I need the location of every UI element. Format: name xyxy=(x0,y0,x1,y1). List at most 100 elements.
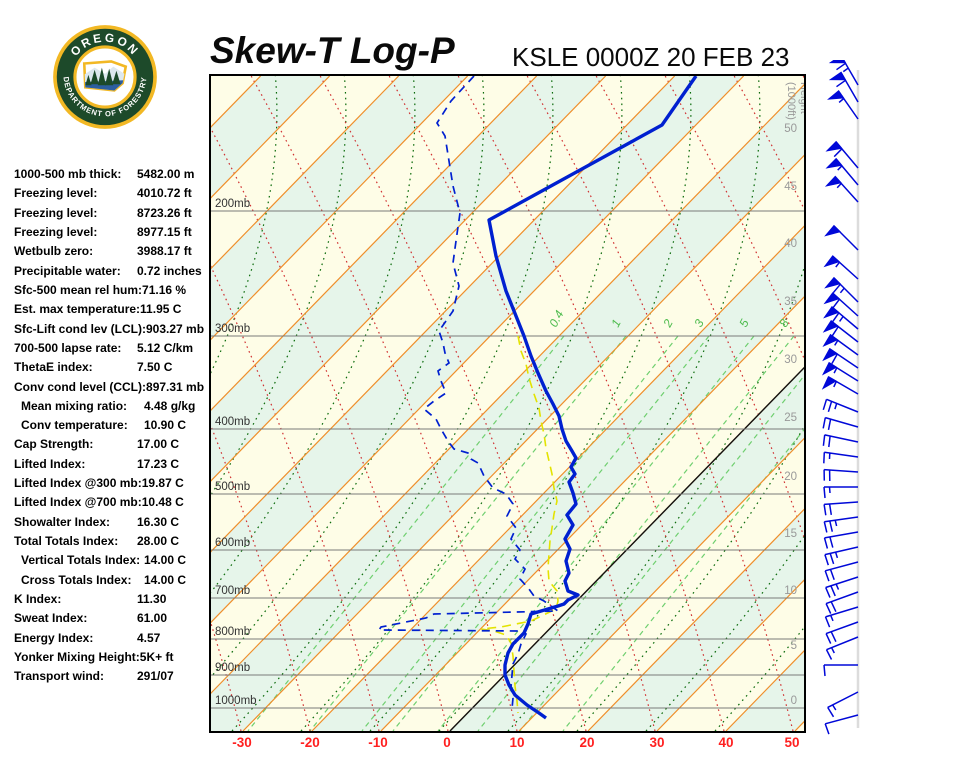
pressure-label: 800mb xyxy=(215,626,250,638)
wind-barb xyxy=(823,664,858,677)
isotherm-line xyxy=(211,76,676,553)
wind-barb xyxy=(825,621,859,644)
dry-adiabat xyxy=(211,424,311,731)
height-axis-title-units: (1000ft) xyxy=(785,82,797,120)
index-row: Lifted Index @700 mb:10.48 C xyxy=(14,495,184,509)
index-label: Mean mixing ratio: xyxy=(21,398,128,413)
index-label: K Index: xyxy=(14,592,62,607)
wetbulb-trace xyxy=(480,335,559,714)
index-value: 3988.17 ft xyxy=(137,244,192,259)
wind-barb xyxy=(823,292,859,317)
isotherm-line xyxy=(211,76,469,341)
index-label: Freezing level: xyxy=(14,224,98,239)
moist-adiabat xyxy=(211,76,485,678)
isotherm-line xyxy=(311,225,804,731)
index-value: 903.27 mb xyxy=(146,321,205,336)
wind-barb xyxy=(824,606,859,628)
dry-adiabat xyxy=(319,76,587,731)
mixing-ratio-line xyxy=(519,375,804,731)
index-label: Vertical Totals Index: xyxy=(21,553,141,568)
wind-barb xyxy=(824,175,859,203)
dewpoint-trace xyxy=(377,76,561,710)
dry-adiabat xyxy=(388,76,656,731)
index-label: Conv temperature: xyxy=(21,418,128,433)
index-row: Cap Strength: 17.00 C xyxy=(14,437,179,451)
pressure-label: 1000mb xyxy=(215,695,257,707)
isotherm-line xyxy=(380,296,804,731)
index-label: Yonker Mixing Height: xyxy=(14,650,140,664)
index-row: Transport wind: 291/07 xyxy=(14,669,174,683)
isotherm-band xyxy=(211,84,804,731)
temp-tick-label: -10 xyxy=(368,735,388,750)
height-label: 15 xyxy=(784,528,797,540)
moist-adiabat xyxy=(300,76,623,731)
wind-barb xyxy=(824,714,859,735)
wind-barb xyxy=(823,468,859,482)
index-label: Precipitable water: xyxy=(14,263,121,278)
index-value: 4.48 g/kg xyxy=(144,398,196,413)
index-label: Est. max temperature: xyxy=(14,302,141,317)
isotherm-line xyxy=(518,437,804,731)
index-label: Conv cond level (CCL): xyxy=(14,379,147,394)
isotherm-band xyxy=(211,76,804,694)
pressure-label: 600mb xyxy=(215,537,250,549)
wind-barb xyxy=(822,319,859,343)
moist-adiabat xyxy=(231,76,554,731)
index-row: Est. max temperature:11.95 C xyxy=(14,302,181,316)
mixing-ratio-line xyxy=(247,335,565,731)
index-value: 10.48 C xyxy=(141,495,184,510)
index-value: 291/07 xyxy=(137,669,174,684)
height-axis-title: Height xyxy=(798,82,804,114)
height-label: 35 xyxy=(784,296,797,308)
moist-adiabat xyxy=(211,76,278,374)
temperature-trace xyxy=(487,76,698,720)
pressure-label: 400mb xyxy=(215,416,250,428)
index-label: Sfc-Lift cond lev (LCL): xyxy=(14,321,146,336)
index-value: 71.16 % xyxy=(142,282,187,297)
wind-barb xyxy=(823,531,859,549)
wind-barb xyxy=(825,157,859,186)
index-value: 17.23 C xyxy=(137,456,180,471)
index-label: Energy Index: xyxy=(14,630,94,645)
index-label: Freezing level: xyxy=(14,205,98,220)
index-label: Total Totals Index: xyxy=(14,534,119,549)
index-value: 897.31 mb xyxy=(146,379,205,394)
index-value: 8723.26 ft xyxy=(137,205,192,220)
wind-barb-column xyxy=(821,60,860,735)
mixing-ratio-line xyxy=(477,335,795,731)
mixing-ratio-line xyxy=(562,428,804,731)
wind-barb xyxy=(822,434,859,448)
index-value: 4.57 xyxy=(137,630,161,645)
wind-barb xyxy=(824,224,859,251)
zero-isotherm-line xyxy=(449,366,804,731)
station-id-datetime: KSLE 0000Z 20 FEB 23 xyxy=(512,42,790,72)
index-row: Vertical Totals Index: 14.00 C xyxy=(14,553,186,567)
index-value: 16.30 C xyxy=(137,514,180,529)
index-row: ThetaE index: 7.50 C xyxy=(14,360,172,374)
index-label: Lifted Index @300 mb: xyxy=(14,476,142,491)
index-label: Transport wind: xyxy=(14,669,104,684)
index-row: Mean mixing ratio: 4.48 g/kg xyxy=(14,399,195,413)
pressure-label: 900mb xyxy=(215,662,250,674)
index-row: 1000-500 mb thick: 5482.00 m xyxy=(14,167,194,181)
dry-adiabat xyxy=(211,127,449,731)
pressure-label: 200mb xyxy=(215,198,250,210)
index-row: Freezing level: 8977.15 ft xyxy=(14,225,192,239)
height-label: 10 xyxy=(784,585,797,597)
index-row: Sfc-500 mean rel hum:71.16 % xyxy=(14,283,186,297)
index-row: Total Totals Index: 28.00 C xyxy=(14,534,179,548)
moist-adiabat xyxy=(369,76,692,731)
wind-barb xyxy=(823,486,858,499)
index-value: 19.87 C xyxy=(141,476,184,491)
index-label: ThetaE index: xyxy=(14,360,93,375)
index-value: 5482.00 m xyxy=(137,167,195,181)
height-label: 40 xyxy=(784,238,797,250)
odf-logo: OREGON DEPARTMENT OF FORESTRY xyxy=(53,25,157,129)
temp-tick-label: 20 xyxy=(579,735,595,750)
temp-tick-label: 10 xyxy=(509,735,525,750)
index-value: 11.30 xyxy=(137,592,167,607)
wind-barb xyxy=(825,591,859,614)
index-value: 14.00 C xyxy=(144,553,187,568)
index-label: Wetbulb zero: xyxy=(14,244,94,259)
height-label: 20 xyxy=(784,471,797,483)
